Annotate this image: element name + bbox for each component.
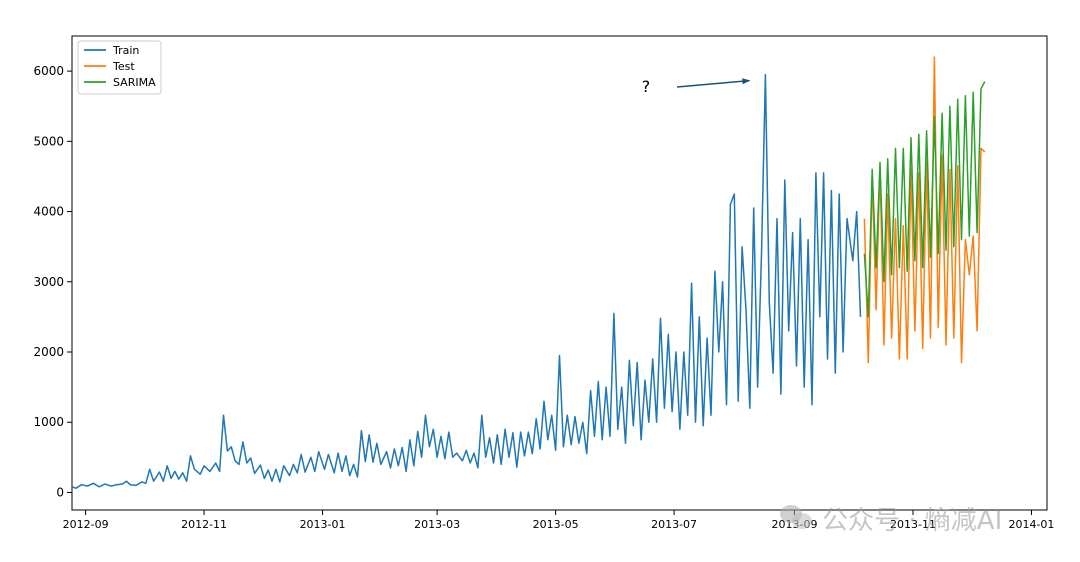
y-tick-label: 6000 [33, 64, 64, 78]
legend-box [77, 40, 162, 95]
y-tick-label: 5000 [33, 134, 64, 148]
legend: Train Test SARIMA [77, 40, 162, 95]
series-line-train [71, 73, 862, 489]
x-tick-label: 2013-07 [651, 518, 697, 531]
x-tick-label: 2014-01 [1008, 518, 1054, 531]
x-tick-label: 2013-11 [890, 518, 936, 531]
x-tick-label: 2012-09 [63, 518, 109, 531]
series-layer [71, 56, 986, 489]
y-tick-label: 1000 [33, 415, 64, 429]
x-axis: 2012-09 2012-11 2013-01 2013-03 2013-05 2013-… [63, 510, 1054, 531]
annotation-arrow [676, 78, 751, 88]
annotation-layer: ? [642, 77, 751, 96]
legend-label: SARIMA [113, 76, 156, 89]
series-line-sarima [863, 81, 986, 318]
y-tick-label: 0 [56, 485, 64, 499]
y-tick-label: 2000 [33, 345, 64, 359]
legend-label: Train [112, 44, 139, 57]
y-tick-label: 3000 [33, 275, 64, 289]
x-tick-label: 2013-05 [533, 518, 579, 531]
x-tick-label: 2013-09 [772, 518, 818, 531]
legend-label: Test [112, 60, 135, 73]
x-tick-label: 2012-11 [181, 518, 227, 531]
plot-area [71, 35, 1048, 511]
x-tick-label: 2013-01 [300, 518, 346, 531]
series-line-test [863, 56, 986, 364]
x-tick-label: 2013-03 [414, 518, 460, 531]
y-axis: 0 1000 2000 3000 4000 5000 6000 [33, 64, 72, 499]
annotation-text: ? [642, 77, 651, 96]
y-tick-label: 4000 [33, 205, 64, 219]
